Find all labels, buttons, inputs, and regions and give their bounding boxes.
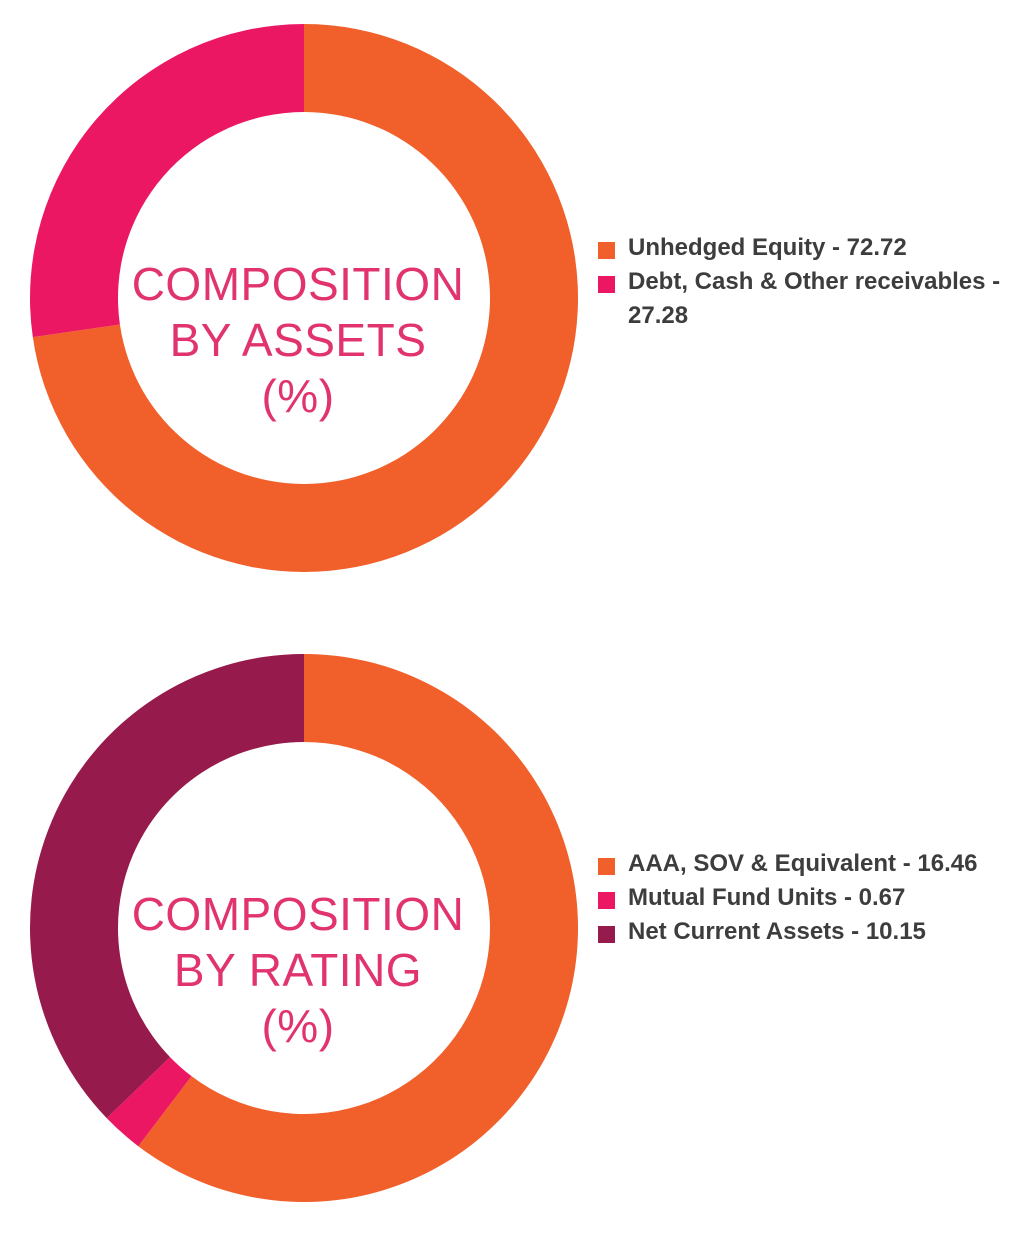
legend-item-unhedged-equity: Unhedged Equity - 72.72	[598, 231, 1028, 265]
legend-swatch	[598, 892, 615, 909]
legend-item-mutual-fund-units: Mutual Fund Units - 0.67	[598, 881, 1028, 915]
legend-swatch	[598, 926, 615, 943]
legend-label: Debt, Cash & Other receivables - 27.28	[628, 268, 1001, 329]
assets-donut	[29, 24, 579, 572]
composition-by-rating-chart: COMPOSITION BY RATING (%) AAA, SOV & Equ…	[0, 630, 1036, 1230]
legend-label: Net Current Assets - 10.15	[628, 918, 926, 945]
assets-legend: Unhedged Equity - 72.72 Debt, Cash & Oth…	[598, 231, 1028, 333]
rating-title-line-1: COMPOSITION	[131, 888, 465, 940]
rating-center-title: COMPOSITION BY RATING (%)	[48, 886, 548, 1054]
assets-center-title: COMPOSITION BY ASSETS (%)	[48, 256, 548, 424]
assets-title-line-2: BY ASSETS	[169, 314, 427, 366]
assets-slice-2	[29, 24, 304, 338]
assets-slice-1	[32, 24, 579, 572]
assets-title-line-3: (%)	[261, 370, 335, 422]
rating-title-line-3: (%)	[261, 1000, 335, 1052]
rating-donut	[30, 654, 578, 1202]
legend-item-net-current-assets: Net Current Assets - 10.15	[598, 915, 1028, 949]
legend-item-aaa-sov: AAA, SOV & Equivalent - 16.46	[598, 847, 1028, 881]
rating-slice-3	[30, 654, 305, 1119]
composition-by-assets-chart: COMPOSITION BY ASSETS (%) Unhedged Equit…	[0, 0, 1036, 600]
assets-title-line-1: COMPOSITION	[131, 258, 465, 310]
legend-swatch	[598, 858, 615, 875]
rating-title-line-2: BY RATING	[173, 944, 423, 996]
rating-legend: AAA, SOV & Equivalent - 16.46 Mutual Fun…	[598, 847, 1028, 949]
legend-label: AAA, SOV & Equivalent - 16.46	[628, 850, 978, 877]
rating-slice-2	[106, 1057, 192, 1147]
rating-slice-1	[138, 654, 578, 1202]
legend-swatch	[598, 242, 615, 259]
legend-label: Unhedged Equity - 72.72	[628, 234, 907, 261]
legend-label: Mutual Fund Units - 0.67	[628, 884, 906, 911]
legend-swatch	[598, 276, 615, 293]
legend-item-debt-cash: Debt, Cash & Other receivables - 27.28	[598, 265, 1028, 333]
